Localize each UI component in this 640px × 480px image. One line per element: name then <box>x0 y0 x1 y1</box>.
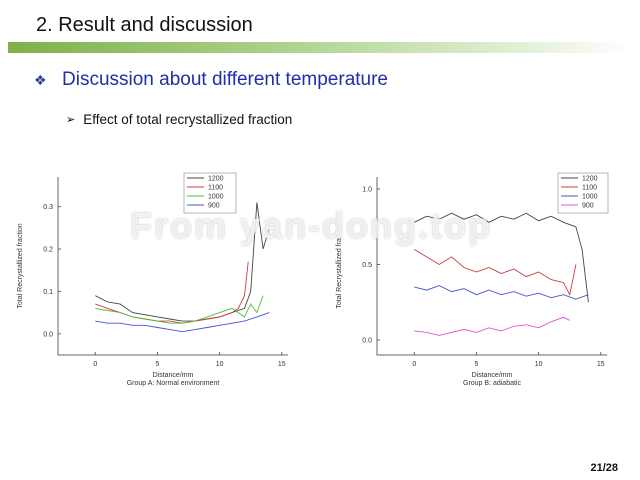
series-line-1100 <box>414 249 577 297</box>
sub-bullet-text: Effect of total recrystallized fraction <box>83 112 293 127</box>
y-tick-label: 0.1 <box>43 289 53 296</box>
legend-label: 1200 <box>582 176 598 183</box>
x-tick-label: 0 <box>93 361 97 368</box>
x-axis-title: Distance/mm <box>472 372 513 379</box>
x-tick-label: 15 <box>278 361 286 368</box>
x-tick-label: 15 <box>597 361 605 368</box>
axis-frame <box>376 177 607 356</box>
series-line-1000 <box>95 295 264 324</box>
x-axis-title: Distance/mm <box>153 372 194 379</box>
series-line-1000 <box>414 285 589 300</box>
bullet-row: ❖ Discussion about different temperature <box>34 69 388 91</box>
slide-title: 2. Result and discussion <box>36 14 253 36</box>
y-tick-label: 0.0 <box>362 337 372 344</box>
bullet-heading: Discussion about different temperature <box>62 69 388 90</box>
legend-label: 1200 <box>208 176 224 183</box>
x-tick-label: 0 <box>412 361 416 368</box>
legend-label: 900 <box>582 203 594 210</box>
chart-caption: Group B: adiabatic <box>463 380 521 387</box>
y-tick-label: 1.0 <box>362 187 372 194</box>
watermark: From yan-dong.top <box>130 205 492 246</box>
legend-label: 1000 <box>582 194 598 201</box>
series-line-900 <box>414 316 570 336</box>
x-tick-label: 5 <box>156 361 160 368</box>
diamond-bullet-icon: ❖ <box>34 71 47 88</box>
legend-box <box>557 172 609 214</box>
series-line-1200 <box>414 212 589 303</box>
x-tick-label: 5 <box>475 361 479 368</box>
series-line-1100 <box>95 261 249 324</box>
title-underline-bar <box>8 42 632 53</box>
y-tick-label: 0.0 <box>43 331 53 338</box>
axis-frame <box>57 177 288 356</box>
y-tick-label: 0.3 <box>43 204 53 211</box>
legend-label: 1100 <box>582 185 597 192</box>
arrow-bullet-icon: ➢ <box>66 114 76 126</box>
sub-bullet-row: ➢ Effect of total recrystallized fractio… <box>66 112 292 127</box>
series-line-900 <box>95 312 270 333</box>
chart-caption: Group A: Normal environment <box>127 380 220 387</box>
y-axis-title: Total Recrystallized fraction <box>17 223 24 308</box>
legend-label: 1100 <box>208 185 223 192</box>
y-tick-label: 0.5 <box>362 262 372 269</box>
legend-label: 900 <box>208 203 220 210</box>
page-number: 21/28 <box>590 462 618 474</box>
legend-label: 1000 <box>208 194 224 201</box>
x-tick-label: 10 <box>216 361 224 368</box>
x-tick-label: 10 <box>535 361 543 368</box>
y-axis-title: Total Recrystallized fraction <box>336 223 343 308</box>
y-tick-label: 0.2 <box>43 247 53 254</box>
legend-box <box>183 172 237 214</box>
